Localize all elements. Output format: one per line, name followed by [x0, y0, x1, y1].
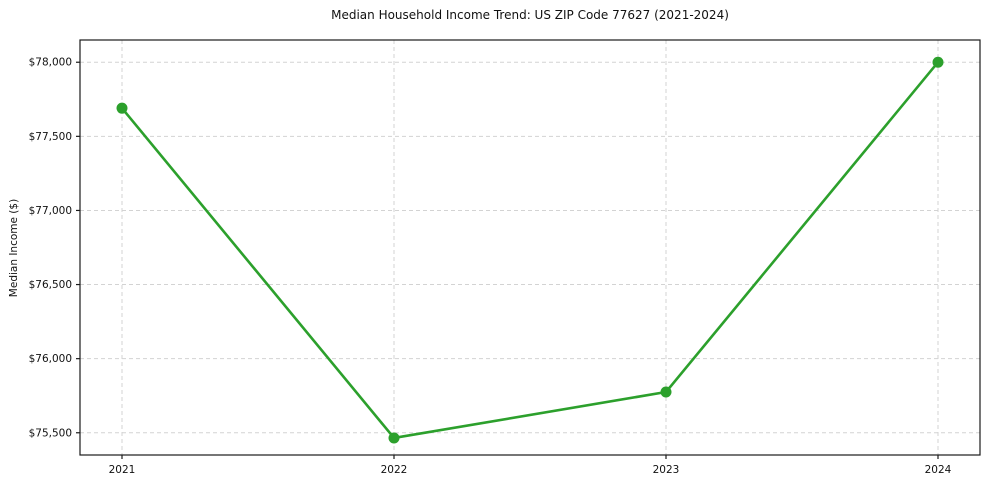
- trend-line: [120, 60, 940, 440]
- y-tick-label: $77,000: [29, 205, 72, 217]
- chart-title: Median Household Income Trend: US ZIP Co…: [331, 8, 729, 22]
- x-tick-label: 2021: [109, 464, 136, 476]
- x-tick-label: 2024: [925, 464, 952, 476]
- data-point-marker: [932, 56, 944, 68]
- plot-border: [79, 39, 981, 456]
- y-axis-label: Median Income ($): [8, 198, 20, 298]
- y-tick-label: $76,500: [29, 279, 72, 291]
- x-tick-label: 2023: [653, 464, 680, 476]
- data-point-marker: [116, 102, 128, 114]
- data-point-marker: [388, 432, 400, 444]
- y-tick-label: $76,000: [29, 353, 72, 365]
- y-tick-label: $77,500: [29, 131, 72, 143]
- data-point-marker: [660, 386, 672, 398]
- y-tick-label: $78,000: [29, 57, 72, 69]
- x-tick-label: 2022: [381, 464, 408, 476]
- y-tick-label: $75,500: [29, 427, 72, 439]
